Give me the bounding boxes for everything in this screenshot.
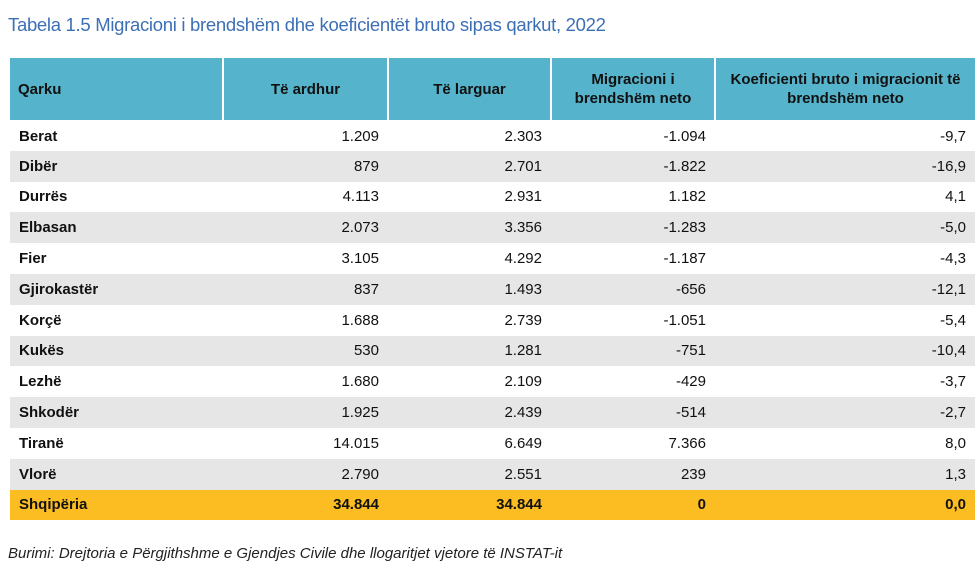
value-cell: -3,7 <box>940 373 966 391</box>
total-row: Berat 1.209 2.303 -1.094 -9,7 <box>10 120 975 151</box>
value-cell: 2.439 <box>388 397 551 428</box>
source-note: Burimi: Drejtoria e Përgjithshme e Gjend… <box>8 545 563 562</box>
value-cell: 2.109 <box>504 373 542 391</box>
table-row: Durrës 4.113 2.931 1.182 4,1 <box>10 182 975 213</box>
value-cell: 1.281 <box>388 335 551 367</box>
value-cell: 1,3 <box>715 458 975 490</box>
col-header-te-ardhur: Të ardhur <box>223 58 389 120</box>
region-cell: Fier <box>19 250 47 268</box>
table-row: Shkodër 1.925 2.439 -514 -2,7 <box>10 397 975 428</box>
region-cell: Shqipëria <box>10 489 223 521</box>
value-cell: 7.366 <box>668 434 706 452</box>
value-cell: 1.209 <box>341 127 379 145</box>
value-cell: 1.688 <box>341 311 379 329</box>
value-cell: 2.073 <box>223 212 388 244</box>
value-cell: -1.094 <box>663 127 706 145</box>
region-cell: Elbasan <box>10 212 223 244</box>
value-cell: -514 <box>551 397 715 428</box>
value-cell: -5,0 <box>715 212 975 244</box>
value-cell: -12,1 <box>715 273 975 305</box>
region-cell: Gjirokastër <box>10 273 223 305</box>
value-cell: 2.551 <box>388 458 551 490</box>
table-row: Fier 3.105 4.292 -1.187 -4,3 <box>10 243 975 274</box>
value-cell: 1.925 <box>223 397 388 428</box>
value-cell: -1.283 <box>551 212 715 244</box>
value-cell: 6.649 <box>504 434 542 452</box>
value-cell: 4.113 <box>342 188 379 206</box>
value-cell: -4,3 <box>940 250 966 268</box>
value-cell: -1.051 <box>663 311 706 329</box>
col-header-migracioni-neto: Migracioni i brendshëm neto <box>551 58 716 120</box>
table-row: Elbasan 2.073 3.356 -1.283 -5,0 <box>10 212 975 244</box>
value-cell: 34.844 <box>223 489 388 521</box>
value-cell: 2.701 <box>388 150 551 182</box>
value-cell: -9,7 <box>940 127 966 145</box>
region-cell: Berat <box>19 127 58 145</box>
value-cell: 4,1 <box>945 188 966 206</box>
table-row: Dibër 879 2.701 -1.822 -16,9 <box>10 150 975 182</box>
region-cell: Lezhë <box>19 373 62 391</box>
value-cell: 3.356 <box>388 212 551 244</box>
value-cell: -10,4 <box>715 335 975 367</box>
value-cell: 879 <box>223 150 388 182</box>
value-cell: -1.822 <box>551 150 715 182</box>
value-cell: -751 <box>551 335 715 367</box>
region-cell: Tiranë <box>19 434 64 452</box>
region-cell: Durrës <box>19 188 68 206</box>
value-cell: 3.105 <box>341 250 379 268</box>
table-row: Gjirokastër 837 1.493 -656 -12,1 <box>10 273 975 305</box>
region-cell: Korçë <box>19 311 62 329</box>
value-cell: -16,9 <box>715 150 975 182</box>
region-cell: Kukës <box>10 335 223 367</box>
value-cell: 1.493 <box>388 273 551 305</box>
value-cell: -5,4 <box>940 311 966 329</box>
region-cell: Vlorë <box>10 458 223 490</box>
header-row: Qarku Të ardhur Të larguar Migracioni i … <box>10 58 975 120</box>
value-cell: 2.739 <box>504 311 542 329</box>
table-row: Kukës 530 1.281 -751 -10,4 <box>10 335 975 367</box>
col-header-te-larguar: Të larguar <box>388 58 552 120</box>
value-cell: 2.790 <box>223 458 388 490</box>
value-cell: 530 <box>223 335 388 367</box>
value-cell: -656 <box>551 273 715 305</box>
value-cell: 34.844 <box>388 489 551 521</box>
migration-table: Qarku Të ardhur Të larguar Migracioni i … <box>10 58 975 521</box>
value-cell: 0,0 <box>715 489 975 521</box>
total-row: Shqipëria 34.844 34.844 0 0,0 <box>10 489 975 521</box>
col-header-koeficienti: Koeficienti bruto i migracionit të brend… <box>715 58 975 120</box>
table-row: Korçë 1.688 2.739 -1.051 -5,4 <box>10 305 975 336</box>
value-cell: -2,7 <box>715 397 975 428</box>
value-cell: 2.931 <box>504 188 542 206</box>
value-cell: -1.187 <box>663 250 706 268</box>
region-cell: Dibër <box>10 150 223 182</box>
value-cell: 239 <box>551 458 715 490</box>
table-row: Lezhë 1.680 2.109 -429 -3,7 <box>10 366 975 397</box>
table-row: Vlorë 2.790 2.551 239 1,3 <box>10 458 975 490</box>
region-cell: Shkodër <box>10 397 223 428</box>
table-title: Tabela 1.5 Migracioni i brendshëm dhe ko… <box>8 14 606 35</box>
table-row: Tiranë 14.015 6.649 7.366 8,0 <box>10 428 975 459</box>
value-cell: 14.015 <box>333 434 379 452</box>
col-header-qarku: Qarku <box>10 58 224 120</box>
value-cell: 1.680 <box>341 373 379 391</box>
value-cell: 0 <box>551 489 715 521</box>
value-cell: 1.182 <box>668 188 706 206</box>
value-cell: 837 <box>223 273 388 305</box>
value-cell: 2.303 <box>504 127 542 145</box>
value-cell: -429 <box>675 373 706 391</box>
value-cell: 4.292 <box>504 250 542 268</box>
value-cell: 8,0 <box>945 434 966 452</box>
